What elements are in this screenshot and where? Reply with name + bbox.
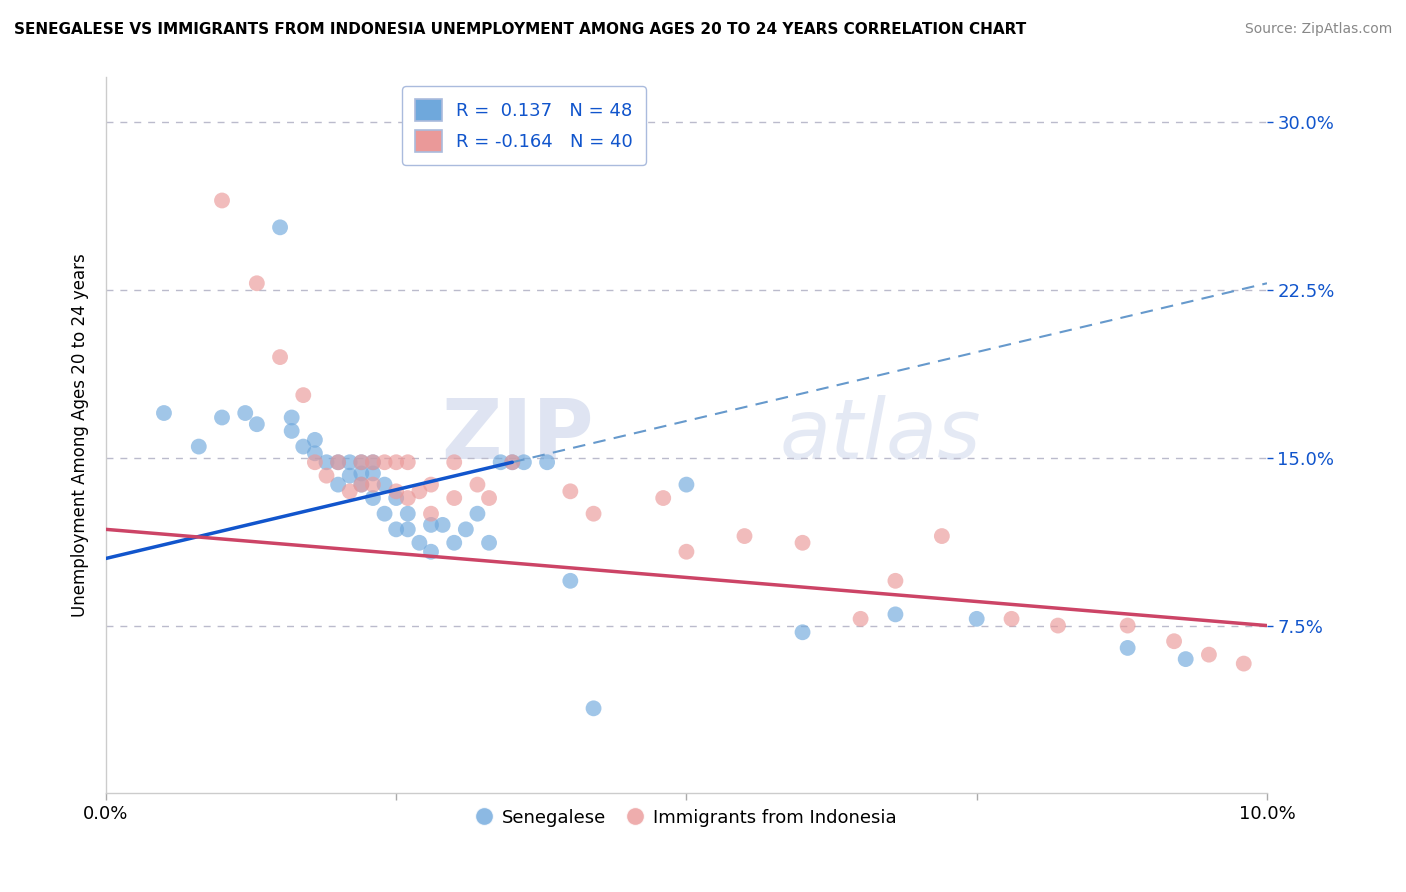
Point	[513, 455, 536, 469]
Point	[246, 277, 269, 291]
Point	[326, 455, 349, 469]
Point	[582, 507, 605, 521]
Point	[246, 417, 269, 432]
Point	[385, 491, 408, 505]
Point	[420, 477, 443, 491]
Point	[374, 455, 396, 469]
Point	[408, 484, 430, 499]
Point	[560, 574, 582, 588]
Point	[385, 484, 408, 499]
Point	[478, 491, 501, 505]
Point	[326, 455, 349, 469]
Point	[361, 491, 384, 505]
Point	[385, 522, 408, 536]
Point	[304, 433, 326, 447]
Point	[211, 410, 233, 425]
Point	[361, 477, 384, 491]
Point	[966, 612, 988, 626]
Point	[849, 612, 872, 626]
Point	[350, 455, 373, 469]
Point	[153, 406, 176, 420]
Point	[339, 484, 361, 499]
Point	[536, 455, 558, 469]
Point	[396, 507, 419, 521]
Point	[396, 522, 419, 536]
Point	[1163, 634, 1185, 648]
Legend: Senegalese, Immigrants from Indonesia: Senegalese, Immigrants from Indonesia	[470, 802, 904, 834]
Point	[652, 491, 675, 505]
Point	[339, 455, 361, 469]
Text: SENEGALESE VS IMMIGRANTS FROM INDONESIA UNEMPLOYMENT AMONG AGES 20 TO 24 YEARS C: SENEGALESE VS IMMIGRANTS FROM INDONESIA …	[14, 22, 1026, 37]
Point	[292, 388, 315, 402]
Point	[443, 491, 465, 505]
Point	[501, 455, 523, 469]
Point	[560, 484, 582, 499]
Point	[280, 410, 302, 425]
Point	[339, 468, 361, 483]
Point	[361, 455, 384, 469]
Point	[1198, 648, 1220, 662]
Point	[361, 455, 384, 469]
Point	[792, 535, 814, 549]
Point	[292, 440, 315, 454]
Point	[884, 574, 907, 588]
Point	[432, 517, 454, 532]
Point	[467, 477, 489, 491]
Point	[304, 446, 326, 460]
Point	[315, 468, 337, 483]
Point	[734, 529, 756, 543]
Point	[420, 517, 443, 532]
Point	[350, 455, 373, 469]
Point	[374, 507, 396, 521]
Point	[1233, 657, 1256, 671]
Point	[269, 220, 291, 235]
Point	[233, 406, 256, 420]
Point	[420, 507, 443, 521]
Point	[675, 477, 697, 491]
Point	[931, 529, 953, 543]
Point	[374, 477, 396, 491]
Point	[408, 535, 430, 549]
Point	[385, 455, 408, 469]
Point	[361, 467, 384, 481]
Point	[315, 455, 337, 469]
Text: Source: ZipAtlas.com: Source: ZipAtlas.com	[1244, 22, 1392, 37]
Point	[350, 477, 373, 491]
Point	[187, 440, 209, 454]
Point	[396, 491, 419, 505]
Point	[1174, 652, 1197, 666]
Point	[501, 455, 523, 469]
Point	[269, 350, 291, 364]
Point	[443, 535, 465, 549]
Point	[211, 194, 233, 208]
Point	[304, 455, 326, 469]
Point	[582, 701, 605, 715]
Point	[280, 424, 302, 438]
Point	[1116, 618, 1139, 632]
Point	[350, 477, 373, 491]
Point	[478, 535, 501, 549]
Point	[675, 545, 697, 559]
Point	[489, 455, 512, 469]
Point	[326, 477, 349, 491]
Point	[792, 625, 814, 640]
Text: atlas: atlas	[779, 395, 981, 476]
Point	[1116, 640, 1139, 655]
Point	[350, 467, 373, 481]
Text: ZIP: ZIP	[441, 395, 593, 476]
Point	[1046, 618, 1069, 632]
Y-axis label: Unemployment Among Ages 20 to 24 years: Unemployment Among Ages 20 to 24 years	[72, 253, 89, 617]
Point	[420, 545, 443, 559]
Point	[396, 455, 419, 469]
Point	[454, 522, 477, 536]
Point	[443, 455, 465, 469]
Point	[1000, 612, 1022, 626]
Point	[884, 607, 907, 622]
Point	[467, 507, 489, 521]
